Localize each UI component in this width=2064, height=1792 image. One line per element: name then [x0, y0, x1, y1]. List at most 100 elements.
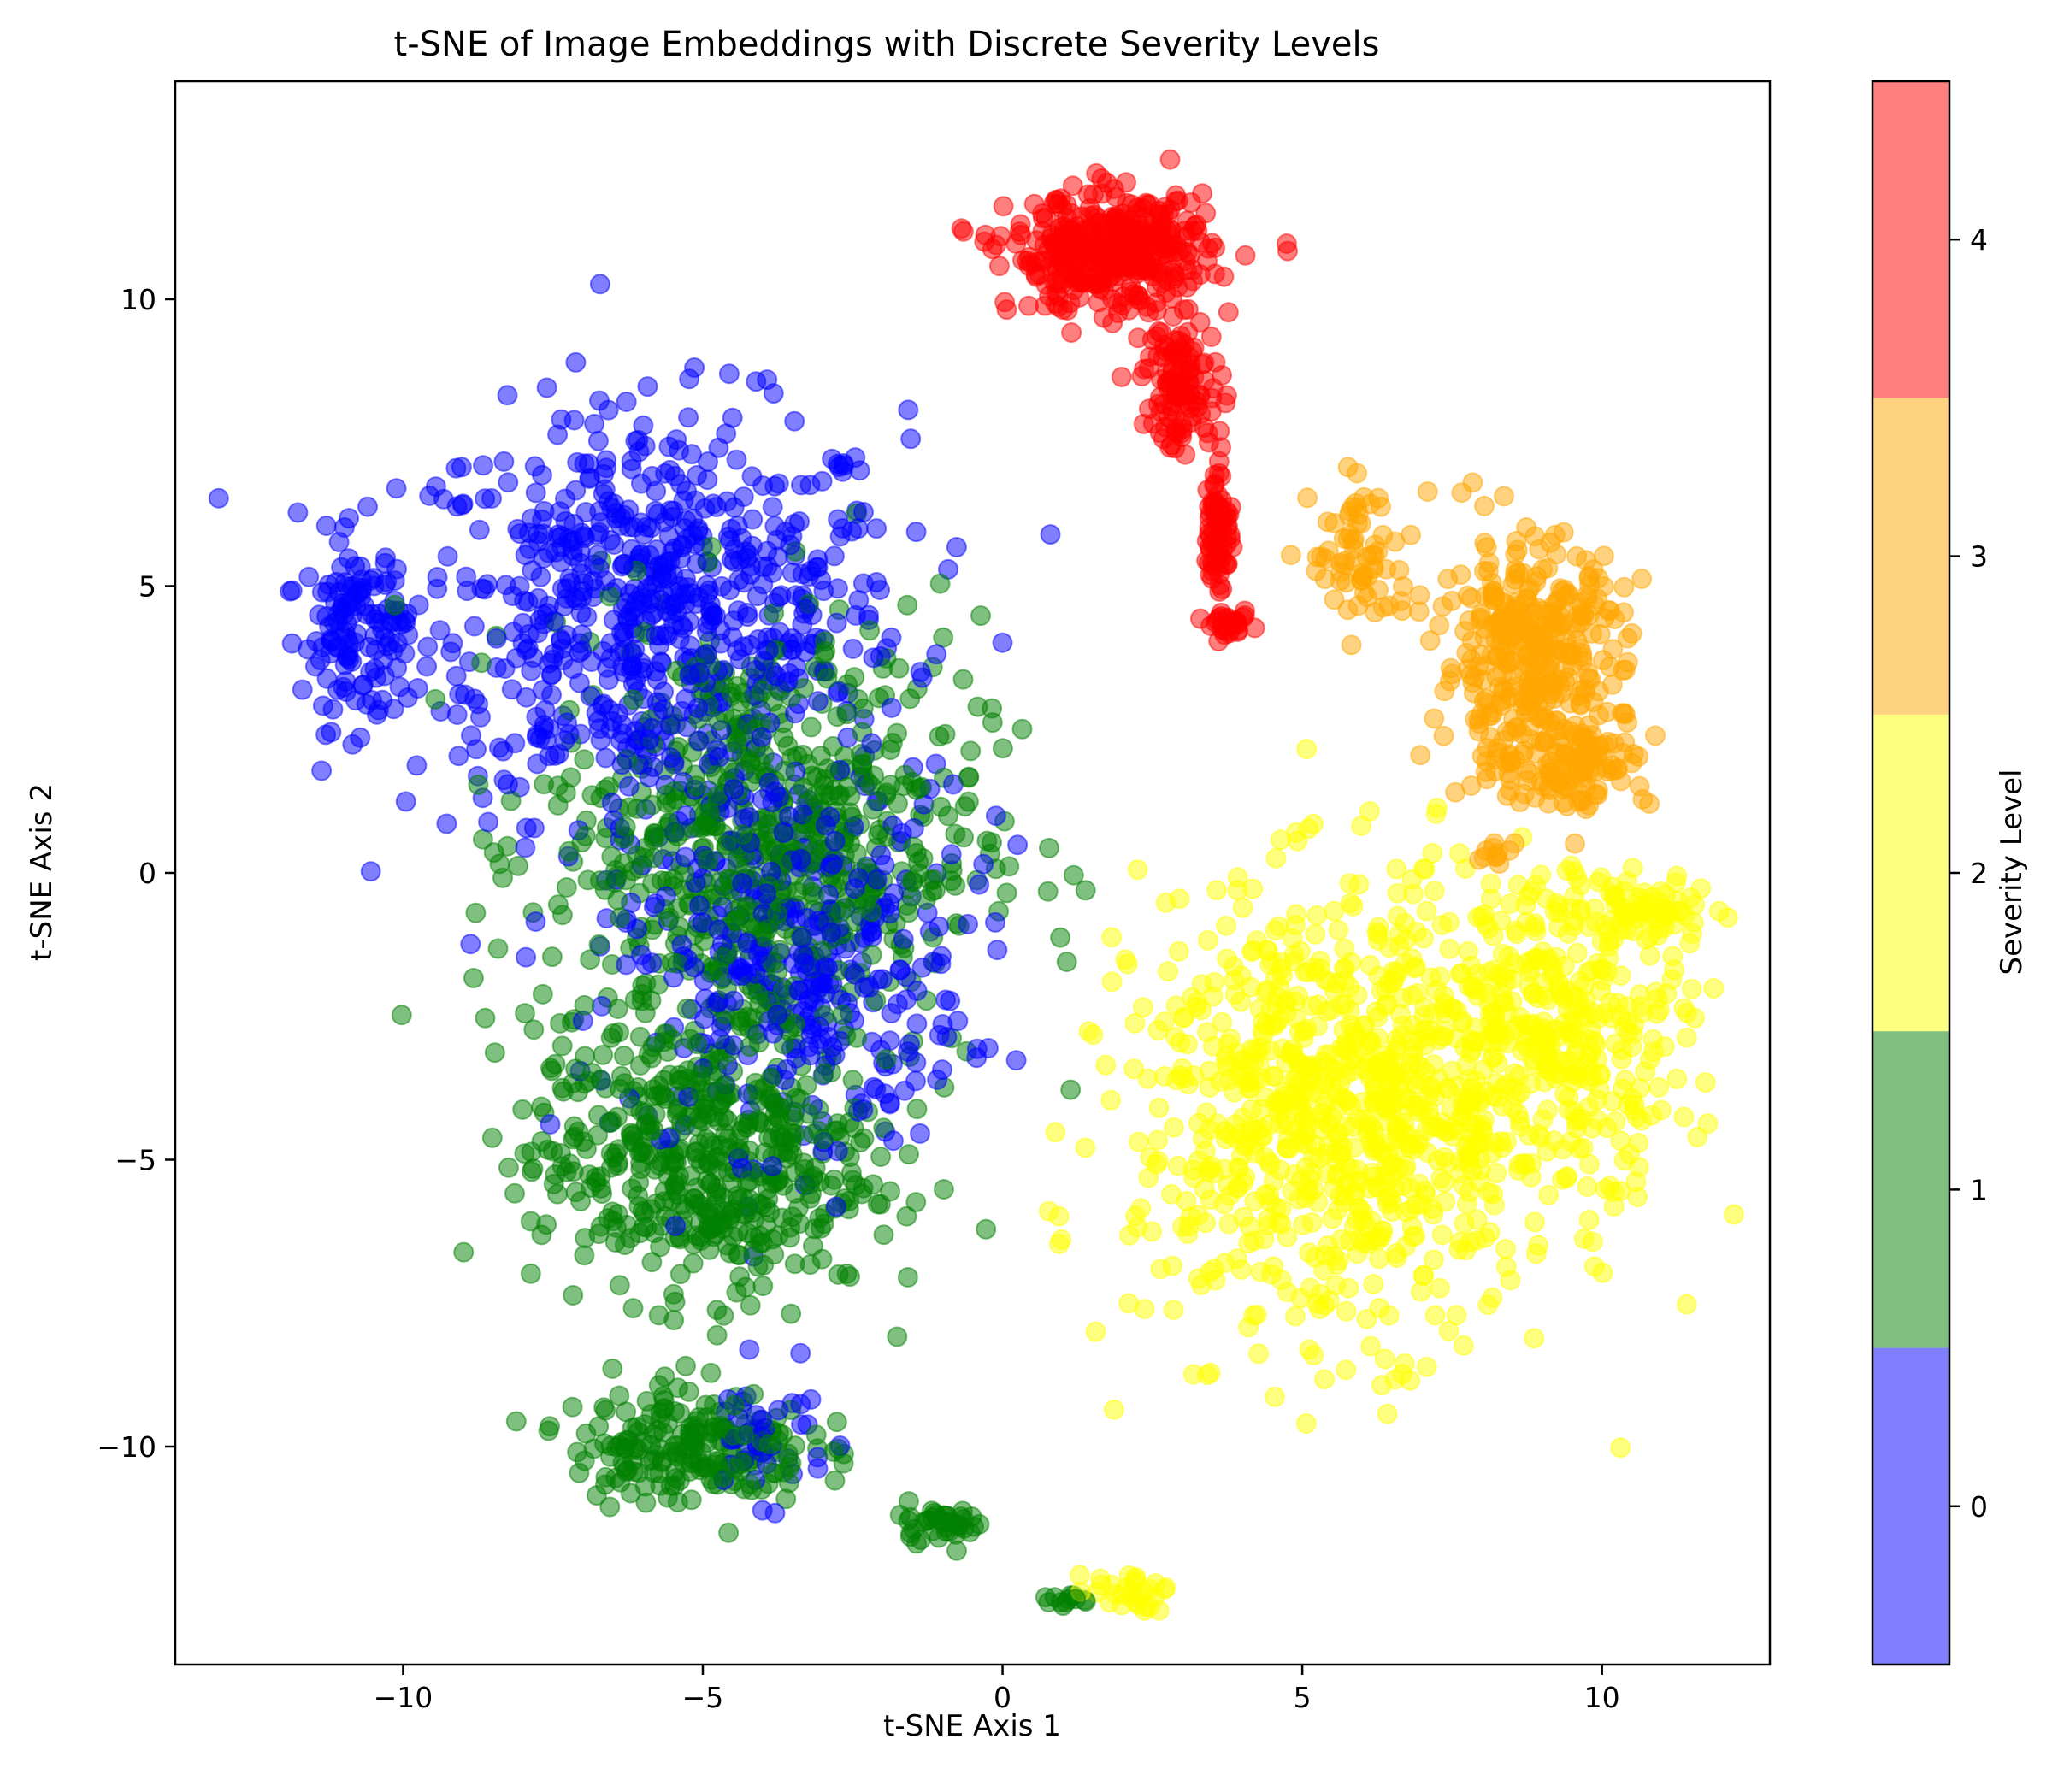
data-point-level-0 [739, 1339, 760, 1360]
data-point-level-1 [842, 1070, 864, 1091]
data-point-level-0 [879, 1093, 900, 1113]
data-point-level-2 [1431, 1224, 1453, 1246]
data-point-level-1 [870, 1147, 892, 1167]
data-point-level-1 [562, 1396, 583, 1418]
data-point-level-1 [671, 1070, 692, 1091]
data-point-level-3 [1601, 674, 1623, 695]
data-point-level-1 [532, 983, 553, 1005]
data-point-level-2 [1425, 803, 1447, 824]
data-point-level-0 [929, 916, 950, 937]
data-point-level-1 [846, 843, 867, 864]
data-point-level-2 [1101, 971, 1123, 993]
data-point-level-2 [1567, 1028, 1589, 1049]
data-point-level-2 [1230, 991, 1252, 1012]
data-point-level-2 [1199, 1119, 1220, 1141]
data-point-level-1 [826, 1412, 847, 1433]
data-point-level-0 [525, 482, 546, 504]
data-point-level-0 [515, 837, 536, 858]
data-point-level-2 [1212, 1011, 1233, 1033]
data-point-level-2 [1293, 1214, 1314, 1235]
data-point-level-1 [739, 1036, 760, 1058]
data-point-level-2 [1524, 1211, 1545, 1233]
data-point-level-2 [1413, 928, 1434, 949]
data-point-level-0 [947, 1011, 969, 1032]
data-point-level-2 [1218, 1213, 1240, 1235]
data-point-level-2 [1376, 980, 1397, 1001]
data-point-level-2 [1627, 1187, 1648, 1207]
data-point-level-2 [1477, 1294, 1499, 1316]
data-point-level-2 [1263, 1170, 1284, 1192]
data-point-level-2 [1590, 867, 1612, 888]
data-point-level-2 [1180, 1206, 1201, 1228]
data-point-level-2 [1431, 915, 1453, 935]
data-point-level-1 [607, 889, 628, 911]
data-point-level-4 [1057, 300, 1078, 321]
data-point-level-0 [339, 508, 360, 529]
data-point-level-0 [881, 697, 902, 718]
data-point-level-1 [992, 738, 1013, 759]
data-point-level-2 [1480, 873, 1501, 894]
data-point-level-1 [628, 1196, 650, 1217]
data-point-level-0 [900, 428, 922, 450]
data-point-level-0 [765, 665, 787, 687]
data-point-level-3 [1429, 615, 1450, 636]
data-point-level-2 [1091, 1574, 1112, 1595]
data-point-level-1 [781, 1303, 802, 1324]
data-point-level-4 [1182, 270, 1204, 292]
data-point-level-3 [1440, 657, 1461, 679]
data-point-level-3 [1614, 704, 1636, 725]
data-point-level-2 [1536, 950, 1558, 971]
data-point-level-1 [793, 777, 814, 799]
data-point-level-2 [1277, 1226, 1298, 1247]
data-point-level-0 [763, 1023, 784, 1044]
data-point-level-2 [1650, 1099, 1672, 1121]
data-point-level-1 [809, 1207, 830, 1229]
data-point-level-2 [1369, 1297, 1390, 1318]
data-point-level-2 [1486, 1163, 1507, 1184]
data-point-level-0 [784, 410, 805, 432]
data-point-level-0 [823, 545, 845, 567]
data-point-level-1 [840, 1266, 860, 1288]
data-point-level-0 [866, 518, 888, 539]
data-point-level-3 [1505, 633, 1526, 654]
data-point-level-1 [708, 710, 728, 731]
data-point-level-3 [1460, 775, 1482, 796]
data-point-level-3 [1596, 701, 1618, 722]
data-point-level-2 [1416, 900, 1437, 922]
data-point-level-0 [460, 725, 481, 746]
data-point-level-3 [1602, 639, 1624, 660]
data-point-level-0 [870, 845, 892, 866]
data-point-level-2 [1177, 1034, 1198, 1055]
data-point-level-0 [722, 627, 743, 648]
data-point-level-0 [587, 430, 609, 451]
data-point-level-1 [958, 767, 979, 788]
data-point-level-1 [538, 1420, 559, 1441]
data-point-level-1 [754, 745, 775, 766]
data-point-level-2 [1405, 956, 1426, 977]
data-point-level-0 [718, 363, 740, 385]
data-point-level-2 [1051, 1229, 1072, 1250]
data-point-level-2 [1168, 940, 1189, 962]
data-point-level-3 [1500, 651, 1521, 672]
data-point-level-1 [706, 1324, 728, 1346]
data-point-level-2 [1599, 935, 1619, 957]
data-point-level-1 [813, 644, 834, 665]
data-point-level-0 [616, 392, 637, 412]
data-point-level-2 [1629, 1077, 1650, 1099]
data-point-level-3 [1639, 793, 1660, 814]
data-point-level-3 [1502, 574, 1524, 595]
data-point-level-3 [1408, 601, 1430, 622]
data-point-level-0 [530, 566, 551, 587]
data-point-level-0 [321, 722, 342, 743]
data-point-level-2 [1510, 1082, 1531, 1103]
data-point-level-1 [767, 904, 787, 925]
data-point-level-0 [847, 868, 869, 889]
data-point-level-0 [460, 934, 481, 955]
data-point-level-2 [1253, 1011, 1274, 1033]
data-point-level-2 [1628, 1132, 1649, 1153]
data-point-level-2 [1386, 961, 1407, 982]
data-point-level-2 [1357, 1123, 1377, 1144]
data-point-level-0 [697, 469, 718, 491]
data-point-level-0 [516, 640, 537, 661]
data-point-level-1 [650, 1236, 671, 1258]
